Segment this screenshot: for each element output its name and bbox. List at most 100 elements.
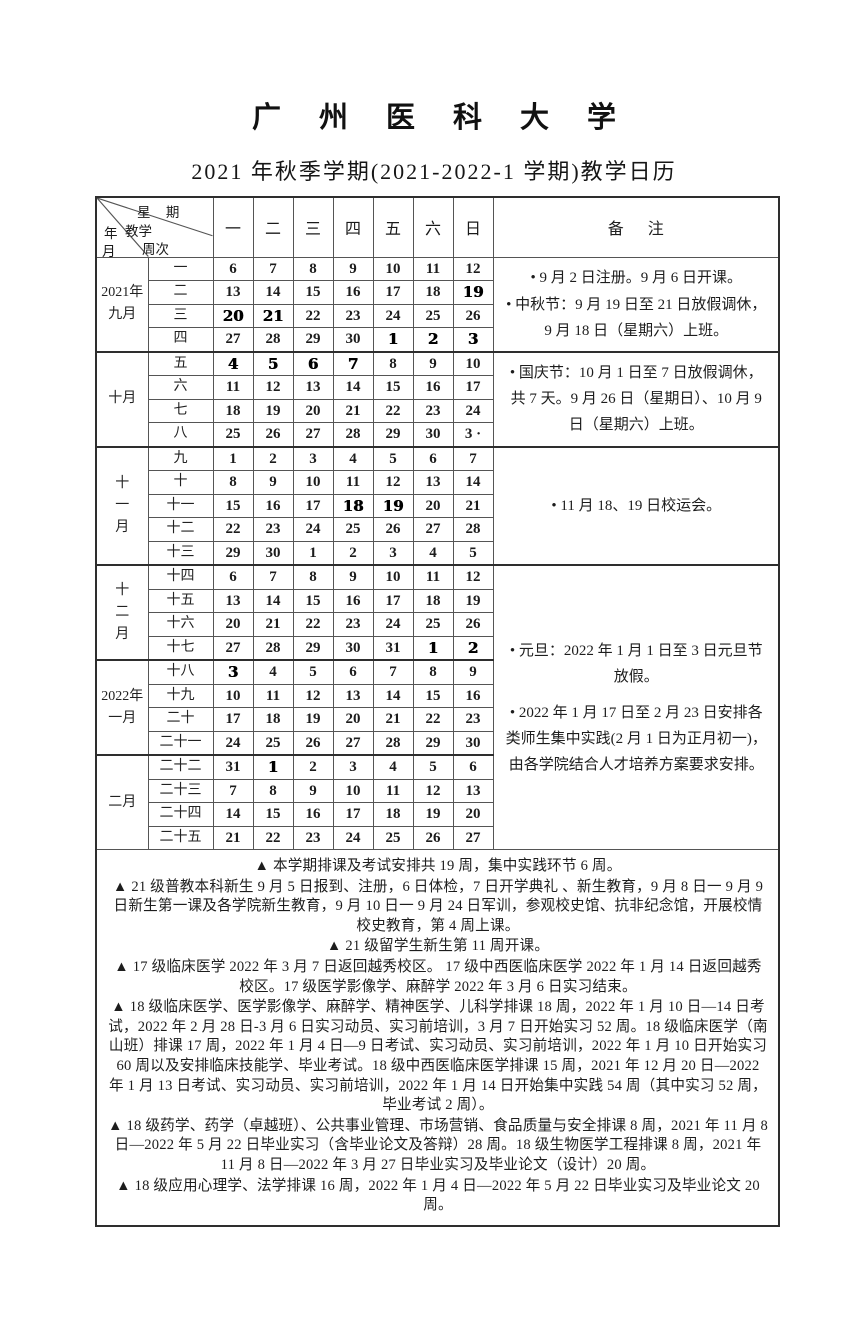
date-cell: 13 (212, 588, 254, 613)
date-cell: 13 (452, 778, 494, 803)
date-cell: 12 (372, 470, 414, 495)
teaching-week-number: 一 (147, 256, 214, 281)
date-cell: 4 (372, 754, 414, 780)
date-cell: 20 (212, 303, 254, 328)
teaching-week-number: 二十三 (147, 778, 214, 803)
date-cell: 18 (252, 707, 294, 732)
date-cell: 20 (412, 493, 454, 518)
date-cell: 6 (332, 659, 374, 685)
date-cell: 2 (452, 635, 494, 661)
date-cell: 13 (412, 470, 454, 495)
month-label: 十二月 (95, 564, 149, 661)
week-row: 2022年 一月 十八 3 4 5 6 7 8 9 (95, 659, 779, 756)
date-cell: 6 (292, 350, 334, 376)
date-cell: 6 (452, 754, 494, 780)
month-label-line: 月 (115, 626, 130, 642)
note-item: ▲ 17 级临床医学 2022 年 3 月 7 日返回越秀校区。 17 级中西医… (114, 958, 762, 995)
week-row: 十六 20 21 22 23 24 25 26 (96, 612, 779, 637)
date-cell: 9 (252, 470, 294, 495)
teaching-week-number: 十九 (147, 683, 214, 708)
date-cell: 5 (372, 445, 414, 471)
date-cell: 23 (332, 303, 374, 328)
date-cell: 29 (292, 635, 334, 661)
date-cell: 18 (212, 398, 254, 423)
teaching-week-number: 七 (147, 398, 214, 423)
teaching-week-number: 十八 (147, 659, 214, 685)
teaching-week-number: 十六 (147, 612, 214, 637)
date-cell: 2 (332, 540, 374, 566)
date-cell: 16 (412, 375, 454, 400)
day-header-fri: 五 (372, 196, 414, 258)
date-cell: 17 (372, 588, 414, 613)
date-cell: 22 (292, 303, 334, 328)
date-cell: 25 (212, 422, 254, 447)
date-cell: 7 (452, 445, 494, 471)
date-cell: 24 (372, 303, 414, 328)
teaching-week-number: 二十二 (147, 754, 214, 780)
month-label: 2021年 九月 (95, 256, 149, 352)
notes-row: ▲ 本学期排课及考试安排共 19 周，集中实践环节 6 周。 ▲ 21 级普教本科… (95, 848, 780, 1227)
date-cell: 8 (292, 564, 334, 590)
date-cell: 11 (372, 778, 414, 803)
date-cell: 3 (452, 327, 494, 352)
date-cell: 12 (412, 778, 454, 803)
date-cell: 4 (412, 540, 454, 566)
day-header-tue: 二 (252, 196, 294, 258)
date-cell: 27 (292, 422, 334, 447)
date-cell: 30 (332, 635, 374, 661)
remark-cell: • 9 月 2 日注册。9 月 6 日开课。 • 中秋节：9 月 19 日至 21… (492, 256, 780, 352)
week-row: 六 11 12 13 14 15 16 17 (96, 375, 779, 400)
date-cell: 12 (252, 375, 294, 400)
note-item: ▲ 21 级留学生新生第 11 周开课。 (326, 938, 550, 955)
date-cell: 12 (452, 564, 494, 590)
date-cell: 16 (452, 683, 494, 708)
date-cell: 21 (252, 612, 294, 637)
date-cell: 5 (452, 540, 494, 566)
day-header-sun: 日 (452, 196, 494, 258)
date-cell: 3 (372, 540, 414, 566)
date-cell: 18 (372, 802, 414, 827)
date-cell: 2 (292, 754, 334, 780)
date-cell: 19 (252, 398, 294, 423)
notes-cell: ▲ 本学期排课及考试安排共 19 周，集中实践环节 6 周。 ▲ 21 级普教本科… (95, 848, 780, 1227)
date-cell: 15 (292, 588, 334, 613)
date-cell: 26 (452, 303, 494, 328)
day-header-thu: 四 (332, 196, 374, 258)
date-cell: 1 (412, 635, 454, 661)
date-cell: 3 (212, 659, 254, 685)
month-label-line: 十月 (108, 391, 137, 406)
corner-diagonal-lines (97, 198, 213, 257)
date-cell: 8 (372, 350, 414, 376)
date-cell: 16 (252, 493, 294, 518)
date-cell: 5 (252, 350, 294, 376)
remark-paragraph: • 11 月 18、19 日校运会。 (551, 497, 722, 514)
date-cell: 22 (412, 707, 454, 732)
month-label-line: 月 (115, 519, 130, 535)
date-cell: 19 (292, 707, 334, 732)
date-cell: 9 (332, 564, 374, 590)
day-header-sat: 六 (412, 196, 454, 258)
date-cell: 29 (212, 540, 254, 566)
date-cell: 24 (212, 730, 254, 756)
note-item: ▲ 21 级普教本科新生 9 月 5 日报到、注册，6 日体检，7 日开学典礼 … (112, 878, 764, 934)
corner-label-month: 月 (102, 244, 116, 259)
date-cell: 10 (212, 683, 254, 708)
date-cell: 31 (372, 635, 414, 661)
teaching-week-number: 八 (147, 422, 214, 447)
corner-label-weekday: 星 期 (137, 205, 186, 220)
date-cell: 23 (412, 398, 454, 423)
date-cell: 5 (292, 659, 334, 685)
month-label: 2022年 一月 (95, 659, 149, 756)
month-label-line: 2022年 (101, 688, 144, 704)
date-cell: 22 (372, 398, 414, 423)
date-cell: 15 (212, 493, 254, 518)
remark-paragraph: • 国庆节：10 月 1 日至 7 日放假调休，共 7 天。9 月 26 日（星… (509, 365, 763, 433)
date-cell: 26 (292, 730, 334, 756)
date-cell: 18 (332, 493, 374, 518)
date-cell: 14 (212, 802, 254, 827)
date-cell: 14 (332, 375, 374, 400)
date-cell: 23 (292, 825, 334, 850)
date-cell: 27 (452, 825, 494, 850)
date-cell: 14 (252, 588, 294, 613)
month-label-line: 十 (115, 475, 130, 491)
